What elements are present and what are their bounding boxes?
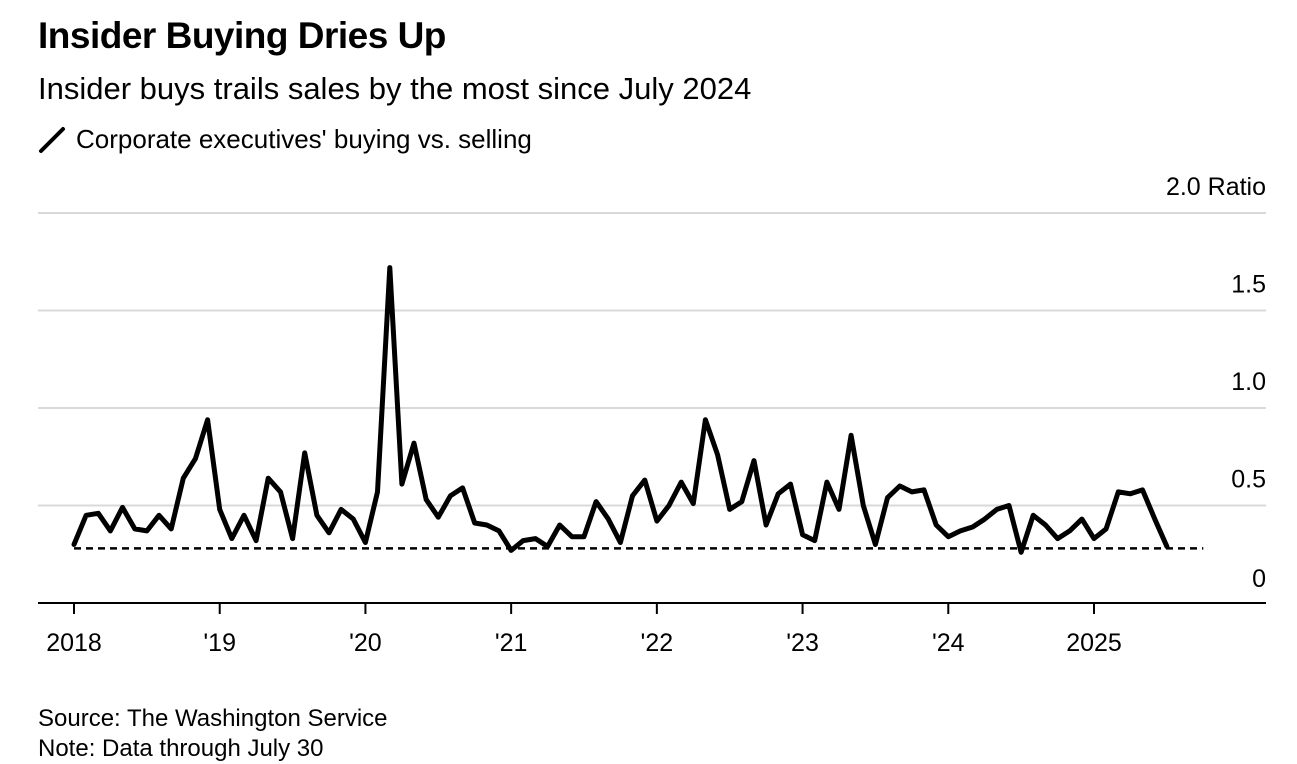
x-tick-label: '23: [786, 629, 819, 657]
y-tick-label: 2.0 Ratio: [1166, 173, 1266, 201]
y-tick-label: 0: [1252, 565, 1266, 593]
y-axis-labels: 0 0.5 1.0 1.5 2.0 Ratio: [1166, 173, 1266, 593]
x-tick-label: '22: [641, 629, 674, 657]
series-group: [71, 265, 1170, 555]
footer: Source: The Washington Service Note: Dat…: [38, 704, 388, 764]
y-tick-label: 1.0: [1231, 368, 1266, 396]
x-tick-label: 2025: [1066, 629, 1122, 657]
legend: Corporate executives' buying vs. selling: [38, 122, 532, 156]
x-tick-label: '21: [495, 629, 528, 657]
x-tick-label: '19: [203, 629, 236, 657]
y-tick-label: 0.5: [1231, 466, 1266, 494]
legend-label: Corporate executives' buying vs. selling: [76, 123, 532, 154]
chart-subtitle: Insider buys trails sales by the most si…: [38, 71, 752, 106]
x-tick-label: '24: [932, 629, 965, 657]
gridlines: [38, 212, 1266, 507]
series-line: [71, 265, 1170, 555]
line-chart: 0 0.5 1.0 1.5 2.0 Ratio 2018 '19 '20 '21 '22 '23 '…: [38, 173, 1266, 657]
source-note: Source: The Washington Service: [38, 705, 388, 732]
y-tick-label: 1.5: [1231, 271, 1266, 299]
x-tick-label: '20: [349, 629, 382, 657]
x-axis: 2018 '19 '20 '21 '22 '23 '24 2025: [38, 602, 1266, 657]
x-tick-label: 2018: [46, 629, 102, 657]
data-note: Note: Data through July 30: [38, 735, 324, 762]
diagonal-line-icon: [39, 127, 65, 153]
chart-title: Insider Buying Dries Up: [38, 15, 446, 56]
